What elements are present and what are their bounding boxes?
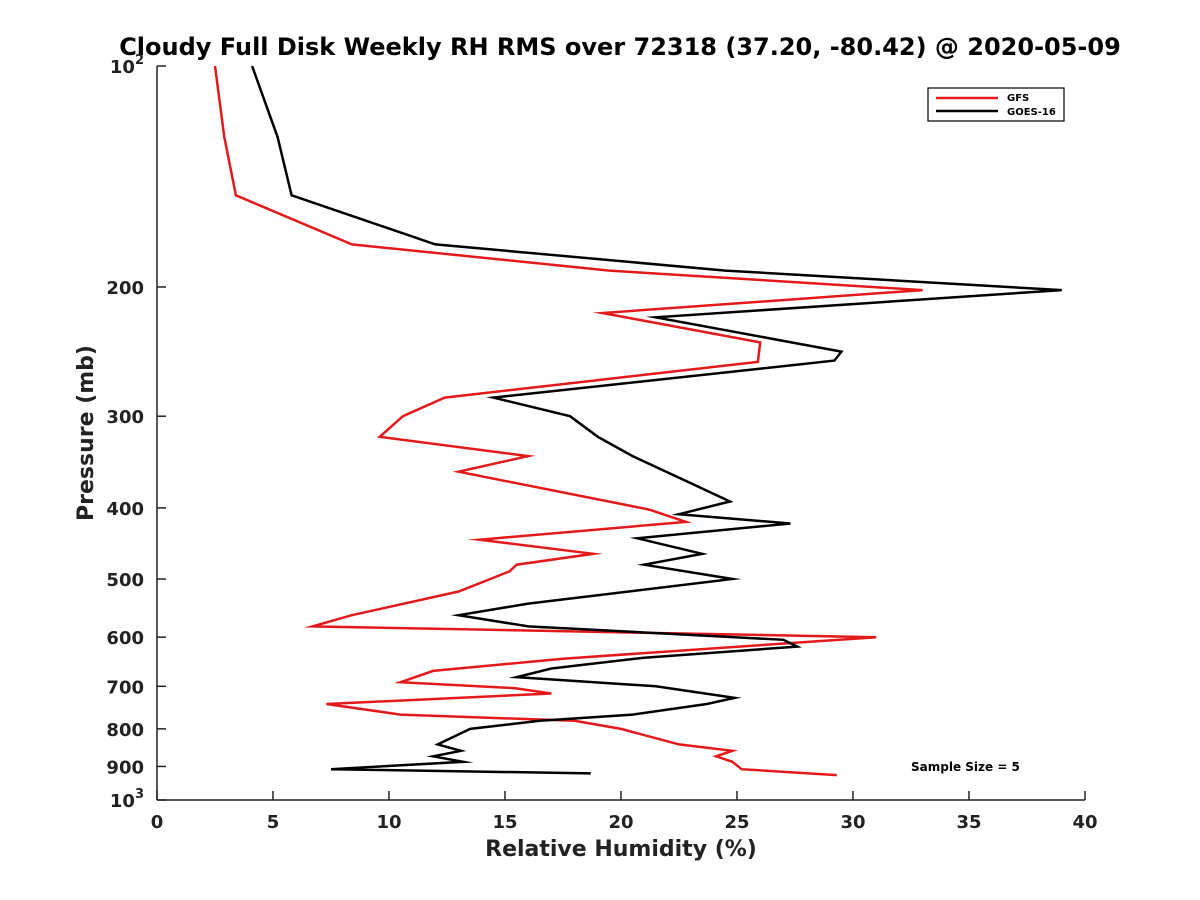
legend-box: [927, 87, 1065, 122]
legend: GFS GOES-16: [927, 87, 1065, 122]
x-tick-label: 10: [376, 812, 401, 833]
x-tick-label: 35: [956, 812, 981, 833]
sample-size-annotation: Sample Size = 5: [911, 760, 1020, 774]
y-tick-base: 10: [110, 791, 135, 812]
x-tick-label: 30: [840, 812, 865, 833]
series-line-gfs: [213, 65, 923, 777]
y-tick-exponent: 2: [135, 53, 144, 68]
plot-area: 0 5 10 15 20 25 30 35 40 10220030040050060070080…: [106, 53, 1097, 833]
series-lines: [213, 65, 1062, 777]
y-tick-label: 400: [106, 499, 144, 520]
chart-title: Cloudy Full Disk Weekly RH RMS over 7231…: [119, 33, 1121, 61]
y-tick-base: 10: [110, 57, 135, 78]
y-tick-label: 600: [106, 628, 144, 649]
y-tick-label: 103: [110, 787, 144, 812]
legend-label-gfs: GFS: [1007, 93, 1029, 104]
x-tick-label: 25: [724, 812, 749, 833]
y-tick-label: 700: [106, 677, 144, 698]
series-line-goes16: [250, 65, 1062, 775]
y-tick-label: 800: [106, 720, 144, 741]
y-axis-label: Pressure (mb): [74, 345, 99, 521]
y-tick-label: 102: [110, 53, 144, 78]
y-tick-label: 900: [106, 757, 144, 778]
y-tick-label: 200: [106, 278, 144, 299]
x-tick-label: 0: [151, 812, 164, 833]
y-tick-exponent: 3: [135, 787, 144, 802]
legend-label-goes16: GOES-16: [1007, 107, 1056, 118]
y-tick-label: 300: [106, 407, 144, 428]
x-axis-label: Relative Humidity (%): [485, 837, 757, 862]
y-tick-label: 500: [106, 570, 144, 591]
x-tick-label: 5: [267, 812, 280, 833]
x-tick-label: 40: [1072, 812, 1097, 833]
x-tick-label: 20: [608, 812, 633, 833]
x-ticks: 0 5 10 15 20 25 30 35 40: [151, 791, 1098, 833]
x-tick-label: 15: [492, 812, 517, 833]
